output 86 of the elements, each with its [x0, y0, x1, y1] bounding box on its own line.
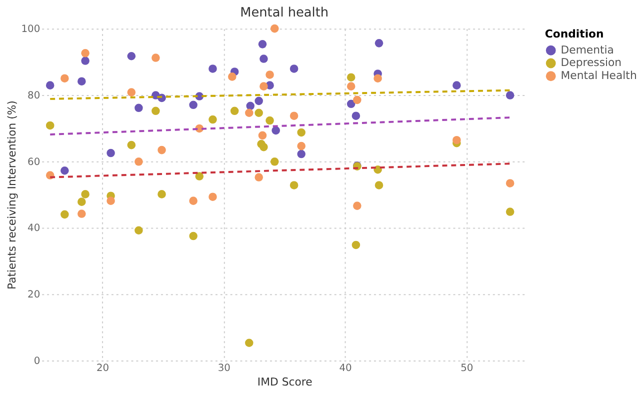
point — [106, 148, 115, 158]
y-tick-label: 40 — [28, 223, 40, 234]
x-tick-label: 40 — [339, 362, 352, 374]
point — [78, 77, 86, 86]
point — [258, 40, 267, 48]
chart-title: Mental health — [240, 6, 329, 21]
point — [246, 102, 255, 110]
point — [374, 181, 384, 190]
point — [127, 88, 136, 96]
point — [290, 181, 298, 190]
point — [353, 202, 362, 210]
point — [78, 198, 86, 206]
point — [81, 56, 90, 65]
point — [245, 338, 254, 348]
point — [374, 74, 382, 82]
point — [134, 226, 143, 235]
point — [260, 54, 268, 63]
legend-label: Dementia — [560, 43, 614, 56]
point — [208, 192, 217, 201]
y-tick-label: 0 — [34, 356, 40, 367]
point — [228, 72, 236, 81]
point — [152, 106, 160, 116]
point — [158, 146, 166, 154]
point — [506, 179, 514, 188]
point — [189, 232, 198, 240]
point — [158, 190, 166, 198]
point — [81, 190, 90, 198]
point — [46, 81, 54, 90]
point — [258, 131, 267, 140]
point — [290, 64, 298, 73]
point — [127, 52, 136, 60]
point — [266, 116, 274, 125]
point — [272, 126, 280, 135]
legend-label: Mental Health — [560, 69, 637, 82]
x-tick-label: 30 — [218, 362, 230, 374]
point — [208, 115, 217, 124]
point — [60, 166, 69, 175]
point — [195, 172, 204, 180]
point — [297, 128, 306, 137]
y-tick-label: 100 — [21, 24, 40, 36]
point — [346, 73, 356, 82]
point — [270, 24, 279, 33]
point — [254, 173, 263, 182]
point — [297, 150, 306, 158]
point — [346, 82, 356, 90]
point — [506, 208, 514, 216]
point — [297, 142, 306, 150]
point — [374, 39, 384, 48]
x-axis-title: IMD Score — [257, 376, 313, 389]
point — [208, 64, 217, 73]
point — [230, 106, 239, 116]
point — [152, 54, 160, 62]
point — [254, 108, 263, 118]
point — [452, 136, 461, 144]
x-tick-label: 50 — [460, 362, 474, 374]
point — [266, 70, 274, 79]
point — [46, 121, 54, 130]
point — [452, 81, 461, 90]
y-tick-label: 20 — [28, 290, 40, 301]
point — [81, 49, 90, 58]
y-tick-label: 60 — [28, 156, 40, 168]
point — [353, 96, 362, 104]
x-tick-label: 20 — [96, 362, 110, 374]
point — [290, 112, 298, 120]
point — [78, 210, 86, 218]
point — [60, 74, 69, 82]
legend-label: Depression — [560, 56, 622, 70]
point — [260, 82, 268, 90]
point — [245, 108, 254, 118]
point — [352, 240, 360, 250]
point — [270, 158, 279, 166]
point — [189, 196, 198, 205]
point — [506, 91, 514, 100]
point — [260, 142, 268, 152]
y-axis-title: Patients receiving Intervention (%) — [5, 100, 18, 290]
point — [254, 96, 263, 106]
point — [134, 158, 143, 166]
legend-title: Condition — [544, 27, 604, 40]
point — [106, 196, 115, 205]
point — [127, 140, 136, 150]
point — [346, 100, 356, 108]
point — [189, 100, 198, 110]
y-tick-label: 80 — [28, 90, 40, 102]
point — [352, 112, 360, 120]
point — [60, 210, 69, 219]
point — [134, 104, 143, 112]
